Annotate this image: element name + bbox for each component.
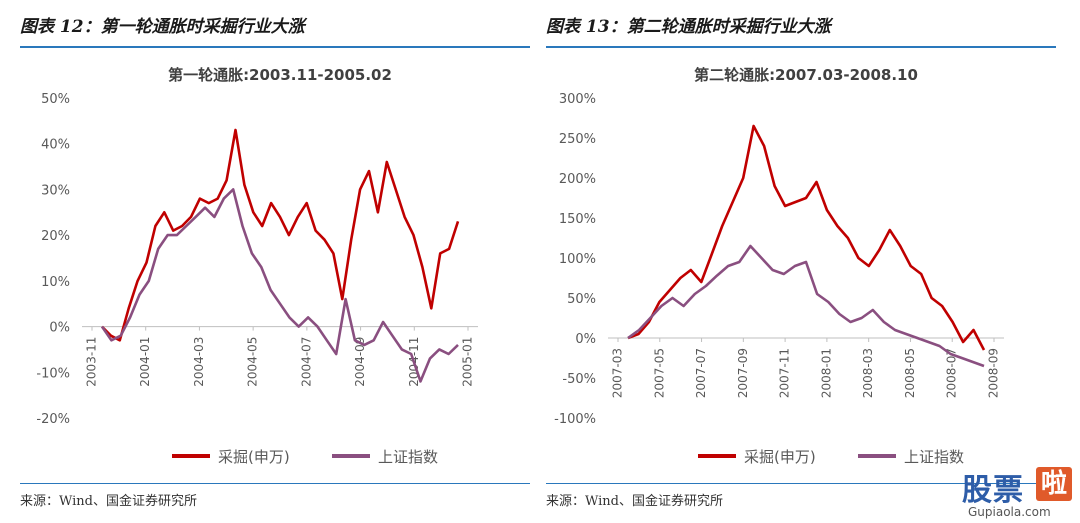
y-tick-label: -50% bbox=[562, 372, 596, 387]
source-note: 来源：Wind、国金证券研究所 bbox=[546, 483, 1056, 509]
y-tick-label: 10% bbox=[41, 275, 70, 290]
x-tick-label: 2008-09 bbox=[987, 348, 1001, 398]
x-tick-label: 2008-03 bbox=[861, 348, 875, 398]
x-tick-label: 2007-07 bbox=[694, 348, 708, 398]
chart-title: 第二轮通胀:2007.03-2008.10 bbox=[694, 66, 918, 84]
watermark-text: 股票 bbox=[962, 473, 1024, 508]
right-figure: 图表 13：第二轮通胀时采掘行业大涨 第二轮通胀:2007.03-2008.10… bbox=[546, 0, 1066, 523]
x-tick-label: 2008-05 bbox=[903, 348, 917, 398]
y-tick-label: 150% bbox=[559, 212, 596, 227]
chart-first-inflation: 第一轮通胀:2003.11-2005.02 50% 40% 30% 20% 10% 0% -1… bbox=[36, 66, 478, 466]
x-tick-label: 2007-11 bbox=[778, 348, 792, 398]
left-figure: 图表 12：第一轮通胀时采掘行业大涨 第一轮通胀:2003.11-2005.02… bbox=[20, 0, 540, 523]
watermark-logo: 股票 啦 Gupiaola.com bbox=[962, 465, 1074, 521]
y-tick-label: -10% bbox=[36, 366, 70, 381]
series-line-shanghai-index bbox=[100, 188, 459, 383]
x-tick-label: 2005-01 bbox=[461, 337, 475, 387]
x-tick-label: 2007-05 bbox=[652, 348, 666, 398]
x-tick-label: 2004-09 bbox=[353, 337, 367, 387]
legend-label: 采掘(申万) bbox=[744, 448, 816, 466]
y-tick-label: -20% bbox=[36, 412, 70, 427]
legend-label: 上证指数 bbox=[904, 448, 964, 466]
y-tick-label: 0% bbox=[49, 321, 70, 336]
y-tick-label: 30% bbox=[41, 183, 70, 198]
y-tick-label: 50% bbox=[567, 292, 596, 307]
watermark-badge: 啦 bbox=[1036, 467, 1072, 501]
x-tick-label: 2008-01 bbox=[819, 348, 833, 398]
series-line-shanghai-index bbox=[627, 244, 985, 368]
series-line-mining bbox=[627, 124, 986, 351]
chart-title: 第一轮通胀:2003.11-2005.02 bbox=[168, 66, 392, 84]
x-tick-label: 2004-01 bbox=[138, 337, 152, 387]
figure-title: 图表 12：第一轮通胀时采掘行业大涨 bbox=[20, 12, 530, 48]
y-tick-label: 300% bbox=[559, 92, 596, 107]
y-tick-label: 250% bbox=[559, 132, 596, 147]
figure-title: 图表 13：第二轮通胀时采掘行业大涨 bbox=[546, 12, 1056, 48]
x-tick-label: 2007-03 bbox=[611, 348, 625, 398]
chart-second-inflation: 第二轮通胀:2007.03-2008.10 300% 250% 200% 150% 100… bbox=[554, 66, 1004, 466]
x-tick-label: 2004-03 bbox=[192, 337, 206, 387]
y-tick-label: 200% bbox=[559, 172, 596, 187]
legend-label: 上证指数 bbox=[378, 448, 438, 466]
y-tick-label: -100% bbox=[554, 412, 596, 427]
x-tick-label: 2007-09 bbox=[736, 348, 750, 398]
x-tick-label: 2003-11 bbox=[85, 337, 99, 387]
y-tick-label: 0% bbox=[575, 332, 596, 347]
source-note: 来源：Wind、国金证券研究所 bbox=[20, 483, 530, 509]
legend-label: 采掘(申万) bbox=[218, 448, 290, 466]
y-tick-label: 50% bbox=[41, 92, 70, 107]
series-line-mining bbox=[101, 128, 460, 342]
x-tick-label: 2004-05 bbox=[246, 337, 260, 387]
x-tick-label: 2008-07 bbox=[945, 348, 959, 398]
y-tick-label: 100% bbox=[559, 252, 596, 267]
y-tick-label: 40% bbox=[41, 138, 70, 153]
x-tick-label: 2004-07 bbox=[299, 337, 313, 387]
watermark-url: Gupiaola.com bbox=[968, 505, 1051, 519]
y-tick-label: 20% bbox=[41, 229, 70, 244]
